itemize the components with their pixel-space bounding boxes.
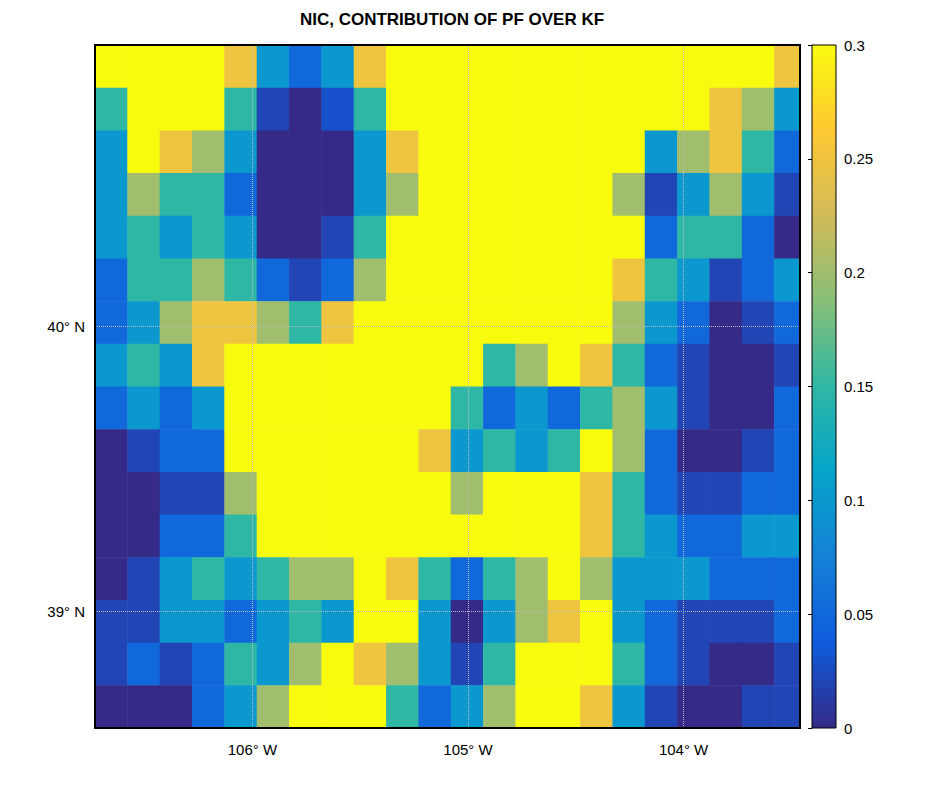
svg-text:0.2: 0.2 <box>844 264 865 281</box>
svg-text:40° N: 40° N <box>47 318 85 335</box>
svg-text:0.1: 0.1 <box>844 492 865 509</box>
svg-text:39° N: 39° N <box>47 603 85 620</box>
svg-text:0.25: 0.25 <box>844 150 873 167</box>
svg-text:0.15: 0.15 <box>844 378 873 395</box>
svg-text:106° W: 106° W <box>228 741 278 758</box>
svg-text:0.05: 0.05 <box>844 606 873 623</box>
svg-text:NIC, CONTRIBUTION OF PF OVER K: NIC, CONTRIBUTION OF PF OVER KF <box>300 10 604 29</box>
svg-text:0: 0 <box>844 720 852 737</box>
svg-text:0.3: 0.3 <box>844 37 865 54</box>
svg-text:105° W: 105° W <box>443 741 493 758</box>
svg-text:104° W: 104° W <box>659 741 709 758</box>
